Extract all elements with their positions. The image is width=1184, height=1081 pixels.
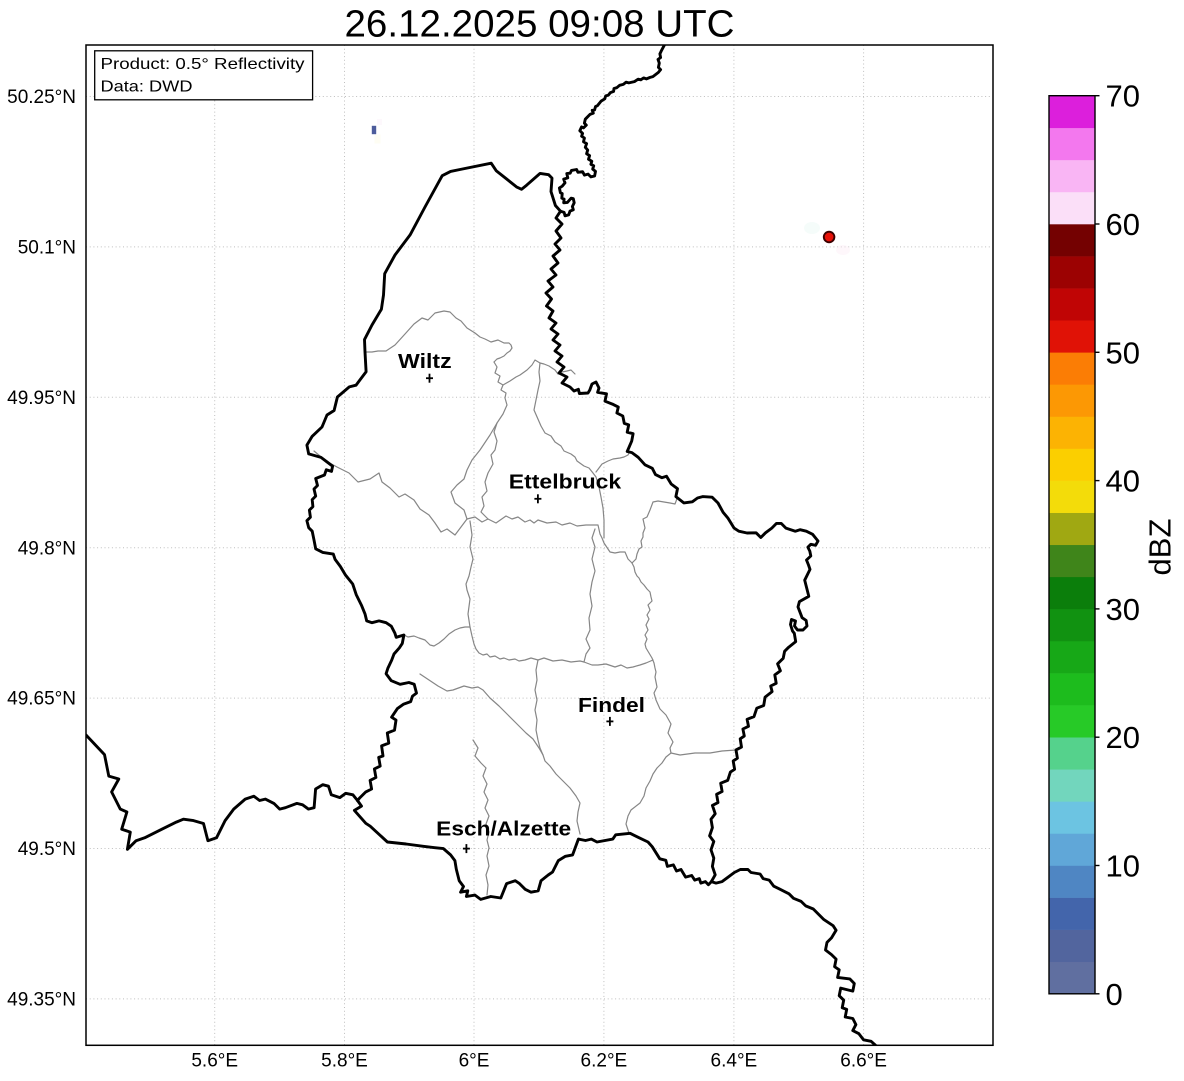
svg-text:Ettelbruck: Ettelbruck xyxy=(509,470,622,493)
svg-text:6°E: 6°E xyxy=(459,1051,490,1072)
svg-text:10: 10 xyxy=(1106,849,1140,884)
svg-text:50.1°N: 50.1°N xyxy=(18,238,76,259)
svg-text:49.8°N: 49.8°N xyxy=(18,538,76,559)
svg-text:Esch/Alzette: Esch/Alzette xyxy=(436,818,571,841)
svg-text:Wiltz: Wiltz xyxy=(398,350,452,373)
svg-text:5.6°E: 5.6°E xyxy=(191,1051,238,1072)
svg-text:Product: 0.5° Reflectivity: Product: 0.5° Reflectivity xyxy=(101,56,305,73)
svg-text:6.4°E: 6.4°E xyxy=(711,1051,758,1072)
svg-text:50.25°N: 50.25°N xyxy=(7,87,76,108)
svg-text:20: 20 xyxy=(1106,720,1140,755)
svg-text:6.6°E: 6.6°E xyxy=(840,1051,887,1072)
svg-text:50: 50 xyxy=(1106,335,1140,370)
svg-text:6.2°E: 6.2°E xyxy=(581,1051,628,1072)
svg-text:Data: DWD: Data: DWD xyxy=(101,79,193,96)
svg-text:dBZ: dBZ xyxy=(1143,519,1178,576)
svg-text:0: 0 xyxy=(1106,977,1123,1012)
svg-text:49.35°N: 49.35°N xyxy=(7,990,76,1011)
svg-text:49.5°N: 49.5°N xyxy=(18,839,76,860)
svg-text:49.95°N: 49.95°N xyxy=(7,388,76,409)
svg-text:60: 60 xyxy=(1106,207,1140,242)
svg-text:49.65°N: 49.65°N xyxy=(7,689,76,710)
svg-text:70: 70 xyxy=(1106,79,1140,114)
svg-text:30: 30 xyxy=(1106,592,1140,627)
svg-text:40: 40 xyxy=(1106,464,1140,499)
svg-text:26.12.2025 09:08 UTC: 26.12.2025 09:08 UTC xyxy=(345,4,735,46)
svg-text:5.8°E: 5.8°E xyxy=(321,1051,368,1072)
svg-text:Findel: Findel xyxy=(578,694,645,717)
